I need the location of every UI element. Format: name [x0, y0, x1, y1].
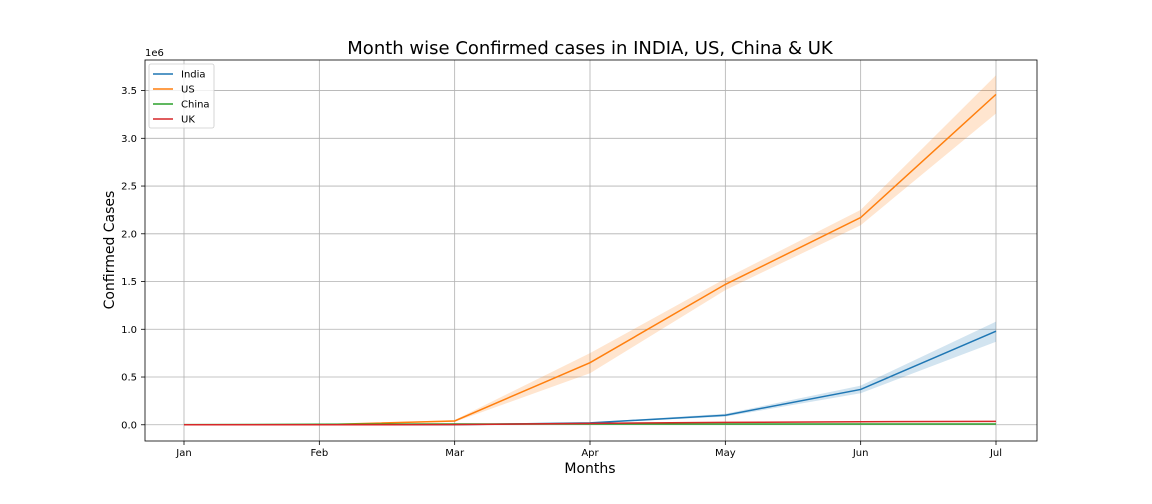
- y-tick-label: 3.5: [121, 86, 137, 97]
- x-tick-label: Apr: [581, 448, 599, 459]
- y-tick-label: 0.0: [121, 420, 137, 431]
- y-axis-label: Confirmed Cases: [102, 191, 118, 310]
- series-lines: [183, 93, 997, 426]
- x-tick-label: May: [715, 448, 736, 459]
- legend-label-china: China: [181, 100, 210, 111]
- x-axis-label: Months: [564, 461, 615, 477]
- x-axis-ticks: Jan Feb Mar Apr May Jun Jul: [175, 441, 1002, 459]
- y-tick-label: 1.5: [121, 277, 137, 288]
- y-axis-ticks: 0.0 0.5 1.0 1.5 2.0 2.5 3.0 3.5: [121, 86, 145, 431]
- y-tick-label: 0.5: [121, 373, 137, 384]
- y-tick-label: 1.0: [121, 325, 137, 336]
- x-tick-label: Mar: [445, 448, 465, 459]
- y-tick-label: 2.5: [121, 182, 137, 193]
- plot-area-frame: [144, 59, 1038, 442]
- grid: [145, 60, 1037, 441]
- legend-box: [148, 63, 215, 129]
- us-confidence-band: [184, 75, 996, 425]
- x-tick-label: Jun: [852, 448, 869, 459]
- x-tick-label: Jan: [175, 448, 191, 459]
- y-tick-label: 3.0: [121, 134, 137, 145]
- legend-label-us: US: [181, 85, 195, 96]
- legend-label-uk: UK: [181, 115, 195, 126]
- x-tick-label: Jul: [989, 448, 1002, 459]
- x-tick-label: Feb: [310, 448, 328, 459]
- legend: India US China UK: [148, 63, 215, 129]
- y-tick-label: 2.0: [121, 229, 137, 240]
- legend-label-india: India: [181, 70, 206, 81]
- uk-series-line: [184, 420, 997, 426]
- chart-title: Month wise Confirmed cases in INDIA, US,…: [347, 38, 834, 59]
- y-offset-label: 1e6: [145, 48, 164, 59]
